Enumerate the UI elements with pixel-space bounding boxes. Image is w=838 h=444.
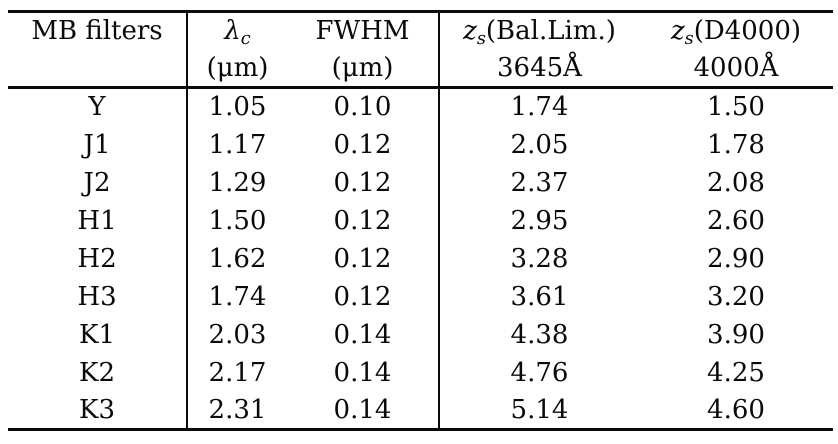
cell-fwhm: 0.14: [287, 315, 440, 354]
cell-lambda-c: 2.03: [208, 319, 267, 350]
cell-lambda-c: 1.05: [208, 92, 267, 123]
cell-zs-balmer: 2.37: [510, 167, 569, 198]
header-lambda-unit: (μm): [187, 49, 287, 89]
cell-filter: H2: [8, 239, 188, 278]
header-fwhm: FWHM: [287, 11, 440, 50]
cell-lambda-c: 1.17: [208, 129, 267, 160]
header-balmer-wavelength: 3645Å: [439, 49, 639, 89]
cell-zs-d4000: 1.78: [707, 129, 765, 160]
cell-lambda-c: 1.62: [208, 243, 267, 274]
table-row: H1 1.50 0.12 2.95 2.60: [8, 201, 833, 240]
cell-zs-balmer: 5.14: [510, 394, 569, 425]
cell-zs-d4000: 2.08: [707, 167, 765, 198]
cell-zs-balmer: 4.76: [510, 357, 569, 388]
header-row-2: (μm) (μm) 3645Å 4000Å: [8, 49, 833, 89]
table-row: K1 2.03 0.14 4.38 3.90: [8, 315, 833, 354]
cell-fwhm: 0.12: [287, 125, 440, 164]
cell-lambda-c: 2.31: [208, 394, 267, 425]
cell-filter: K2: [8, 353, 188, 392]
table-header: MB filters λc FWHM zs(Bal.Lim.) zs(D4000…: [8, 11, 833, 89]
cell-fwhm: 0.12: [287, 201, 440, 240]
zs-balmer-paren: (Bal.Lim.): [485, 16, 616, 47]
header-mb-filters-empty: [8, 49, 188, 89]
cell-fwhm: 0.12: [287, 163, 440, 202]
cell-lambda-c: 2.17: [208, 357, 267, 388]
header-zs-balmer: zs(Bal.Lim.): [439, 12, 639, 50]
table-row: J2 1.29 0.12 2.37 2.08: [8, 163, 833, 202]
header-row-1: MB filters λc FWHM zs(Bal.Lim.) zs(D4000…: [8, 11, 833, 50]
zs-symbol: z: [463, 16, 477, 47]
cell-fwhm: 0.12: [287, 277, 440, 316]
table-body: Y 1.05 0.10 1.74 1.50 J1 1.17 0.12 2.05 …: [8, 87, 833, 430]
cell-zs-d4000: 2.60: [707, 205, 765, 236]
header-d4000-wavelength: 4000Å: [639, 49, 833, 89]
header-mb-filters: MB filters: [8, 11, 188, 50]
cell-zs-d4000: 3.20: [707, 281, 765, 312]
header-mb-filters-label: MB filters: [31, 16, 163, 47]
table-row: H3 1.74 0.12 3.61 3.20: [8, 277, 833, 316]
cell-fwhm: 0.14: [287, 391, 440, 430]
lambda-symbol: λ: [224, 16, 241, 47]
cell-zs-d4000: 1.50: [707, 92, 765, 123]
cell-fwhm: 0.10: [287, 87, 440, 126]
cell-fwhm: 0.14: [287, 353, 440, 392]
cell-zs-balmer: 3.61: [510, 281, 569, 312]
cell-lambda-c: 1.74: [208, 281, 267, 312]
cell-filter: H1: [8, 201, 188, 240]
header-lambda-c: λc: [187, 12, 287, 50]
table-row: K2 2.17 0.14 4.76 4.25: [8, 353, 833, 392]
cell-zs-d4000: 3.90: [707, 319, 765, 350]
zs-symbol: z: [670, 16, 685, 47]
header-fwhm-label: FWHM: [315, 16, 410, 47]
cell-zs-balmer: 2.05: [510, 129, 569, 160]
cell-zs-balmer: 2.95: [510, 205, 569, 236]
table-row: K3 2.31 0.14 5.14 4.60: [8, 391, 833, 430]
cell-zs-balmer: 4.38: [510, 319, 569, 350]
zs-d4000-paren: (D4000): [693, 16, 802, 47]
cell-filter: Y: [8, 87, 188, 126]
cell-filter: J2: [8, 163, 188, 202]
table-row: Y 1.05 0.10 1.74 1.50: [8, 87, 833, 126]
header-zs-d4000: zs(D4000): [639, 12, 833, 50]
table-row: J1 1.17 0.12 2.05 1.78: [8, 125, 833, 164]
cell-filter: K3: [8, 391, 188, 430]
table-row: H2 1.62 0.12 3.28 2.90: [8, 239, 833, 278]
cell-filter: K1: [8, 315, 188, 354]
cell-zs-balmer: 1.74: [510, 92, 569, 123]
cell-lambda-c: 1.50: [208, 205, 267, 236]
cell-zs-d4000: 4.25: [707, 357, 765, 388]
cell-zs-d4000: 4.60: [707, 394, 765, 425]
cell-lambda-c: 1.29: [208, 167, 267, 198]
zs-subscript: s: [476, 29, 486, 50]
cell-zs-d4000: 2.90: [707, 243, 765, 274]
cell-filter: H3: [8, 277, 188, 316]
cell-zs-balmer: 3.28: [510, 243, 569, 274]
mb-filters-table: MB filters λc FWHM zs(Bal.Lim.) zs(D4000…: [8, 10, 833, 431]
cell-fwhm: 0.12: [287, 239, 440, 278]
lambda-subscript: c: [240, 29, 251, 50]
zs-subscript: s: [684, 29, 694, 50]
cell-filter: J1: [8, 125, 188, 164]
header-fwhm-unit: (μm): [287, 49, 440, 89]
